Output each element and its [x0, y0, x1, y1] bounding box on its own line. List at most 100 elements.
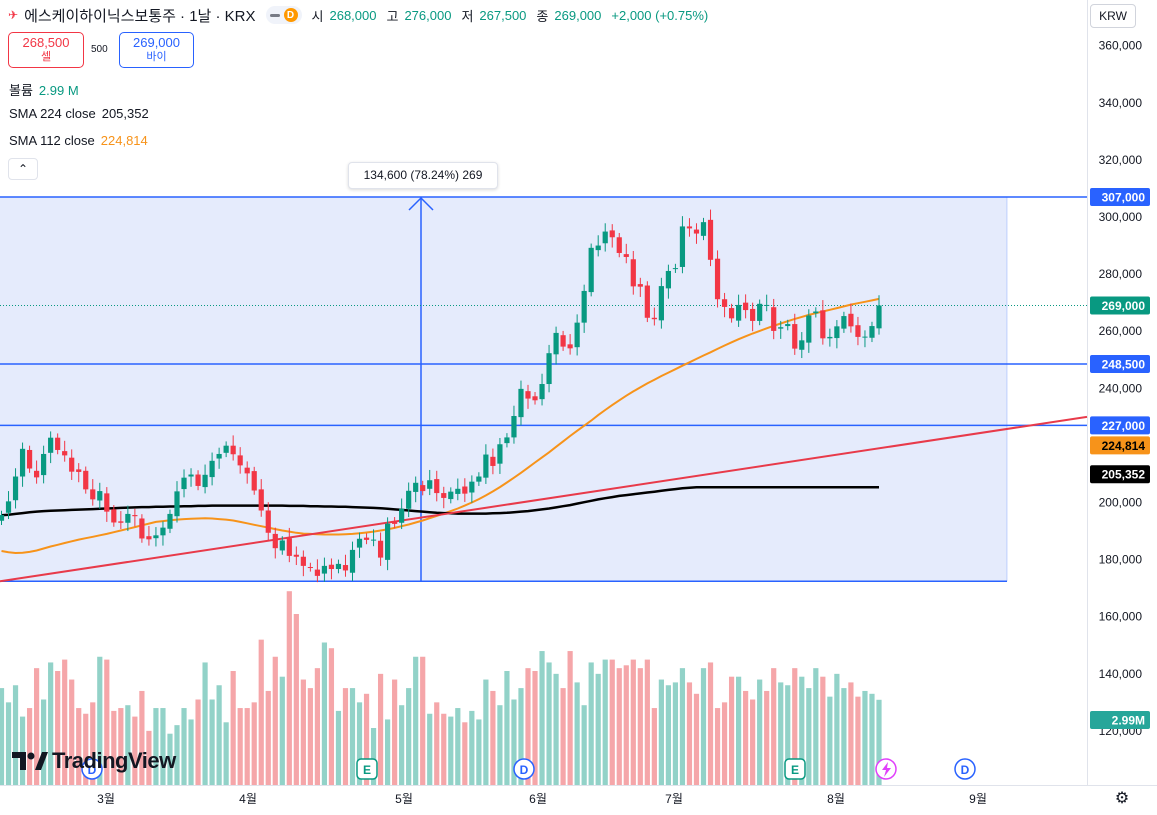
- volume-bar: [771, 668, 777, 785]
- price-tick-label: 160,000: [1099, 610, 1143, 624]
- candle: [307, 567, 313, 569]
- volume-series: [0, 591, 882, 785]
- volume-bar: [83, 713, 89, 785]
- candle: [321, 565, 328, 574]
- volume-bar: [764, 690, 770, 785]
- candle: [764, 304, 770, 306]
- buy-price: 269,000: [133, 35, 180, 50]
- candle: [55, 437, 61, 450]
- candle: [356, 538, 363, 548]
- volume-bar: [827, 696, 833, 785]
- volume-bar: [406, 688, 412, 785]
- candle: [799, 340, 805, 350]
- legend-sma112[interactable]: SMA 112 close 224,814: [9, 133, 148, 148]
- price-axis-badge-label: 2.99M: [1112, 714, 1145, 728]
- volume-bar: [623, 665, 629, 785]
- sell-label: 셀: [40, 51, 52, 63]
- volume-bar: [532, 671, 538, 785]
- price-axis-badge: 205,352: [1090, 465, 1150, 484]
- volume-bar: [139, 690, 145, 785]
- volume-bar: [279, 676, 285, 785]
- volume-bar: [441, 713, 447, 785]
- price-tick-label: 280,000: [1099, 267, 1143, 281]
- candle: [602, 231, 608, 244]
- volume-bar: [693, 693, 700, 785]
- volume-bar: [504, 671, 510, 785]
- price-axis-badge: 269,000: [1090, 296, 1150, 315]
- buy-button[interactable]: 269,000 바이: [119, 32, 194, 68]
- close-value: 269,000: [554, 7, 602, 23]
- volume-bar: [26, 708, 33, 785]
- volume-bar: [455, 708, 461, 785]
- volume-bar: [686, 682, 693, 785]
- price-axis-badge-label: 205,352: [1102, 468, 1146, 482]
- candle: [286, 538, 292, 556]
- legend-collapse-button[interactable]: ⌃: [8, 158, 38, 180]
- event-marker-label: E: [363, 763, 371, 777]
- high-value: 276,000: [404, 7, 452, 23]
- legend-sma224[interactable]: SMA 224 close 205,352: [9, 106, 149, 121]
- candle: [83, 470, 89, 490]
- candle: [69, 457, 75, 472]
- symbol-title[interactable]: 에스케이하이닉스보통주 · 1날 · KRX: [24, 7, 256, 25]
- volume-bar: [230, 671, 236, 785]
- chart-settings-icon[interactable]: ⚙: [1114, 790, 1130, 807]
- candle: [750, 308, 756, 321]
- candle: [848, 313, 854, 327]
- legend-volume[interactable]: 볼륨 2.99 M: [9, 80, 79, 99]
- price-tick-label: 340,000: [1099, 96, 1143, 110]
- candle: [34, 470, 40, 478]
- currency-selector[interactable]: KRW: [1090, 4, 1136, 28]
- volume-bar: [0, 688, 5, 785]
- candle: [497, 444, 503, 464]
- month-tick-label: 8월: [827, 792, 845, 806]
- candle: [714, 258, 721, 300]
- volume-bar: [69, 679, 75, 785]
- candle: [363, 537, 370, 540]
- candle: [272, 533, 278, 549]
- low-value: 267,500: [479, 7, 527, 23]
- candle: [469, 481, 475, 493]
- candle: [806, 315, 812, 343]
- candle: [62, 451, 68, 456]
- sell-button[interactable]: 268,500 셀: [8, 32, 84, 68]
- volume-bar: [728, 676, 735, 785]
- month-tick-label: 9월: [969, 792, 987, 806]
- tradingview-logo-icon: [12, 752, 48, 770]
- candle: [237, 455, 243, 466]
- volume-bar: [62, 659, 68, 785]
- candle: [90, 489, 96, 500]
- volume-bar: [855, 696, 861, 785]
- candle: [679, 226, 686, 267]
- open-label: 시: [311, 8, 324, 24]
- volume-bar: [335, 710, 342, 785]
- symbol-icon[interactable]: ✈: [8, 8, 19, 22]
- price-tick-label: 320,000: [1099, 153, 1143, 167]
- tradingview-logo[interactable]: TradingView: [12, 748, 176, 774]
- volume-legend-value: 2.99 M: [38, 83, 79, 98]
- volume-bar: [750, 699, 756, 785]
- volume-bar: [356, 702, 363, 785]
- volume-bar: [743, 690, 749, 785]
- tradingview-logo-text: TradingView: [52, 748, 176, 773]
- candle: [651, 317, 657, 320]
- month-tick-label: 3월: [97, 792, 115, 806]
- candle: [476, 476, 482, 482]
- volume-bar: [34, 668, 40, 785]
- candle: [76, 469, 82, 472]
- price-tick-label: 260,000: [1099, 324, 1143, 338]
- sma224-line: [1, 485, 879, 517]
- volume-bar: [700, 668, 707, 785]
- volume-bar: [546, 662, 552, 785]
- volume-bar: [792, 668, 798, 785]
- price-tick-label: 360,000: [1099, 39, 1143, 53]
- sma224-legend-label: SMA 224 close: [9, 106, 96, 121]
- candle: [855, 325, 861, 337]
- candle: [616, 237, 622, 253]
- volume-bar: [448, 716, 454, 785]
- interval-pill[interactable]: D: [265, 6, 302, 24]
- volume-bar: [118, 708, 124, 785]
- candle: [595, 245, 601, 251]
- price-axis-badge-label: 269,000: [1102, 299, 1146, 313]
